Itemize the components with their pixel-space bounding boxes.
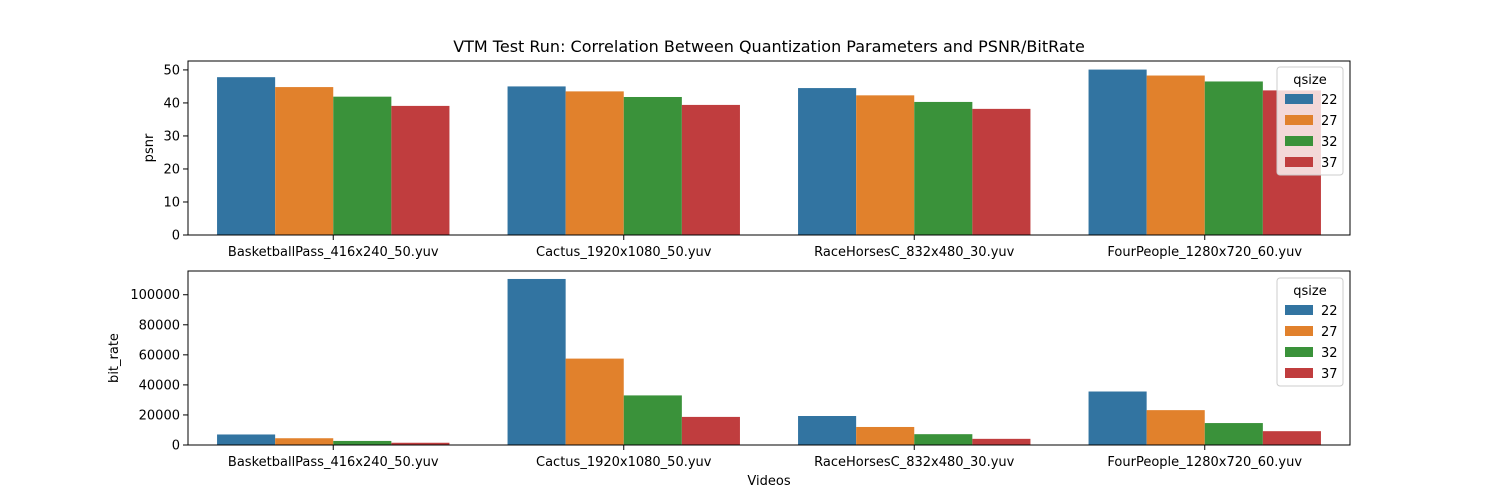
y-tick-label: 40000 [139, 378, 180, 393]
bar-qsize-37-3 [972, 108, 1031, 235]
y-tick-label: 0 [172, 439, 180, 454]
y-tick-label: 20 [163, 162, 180, 177]
y-tick-label: 20000 [139, 408, 180, 423]
plot-frame [187, 60, 1351, 236]
legend-label-22: 22 [1321, 93, 1338, 108]
psnr-chart: 0 10 20 30 40 50 BasketballPass_416x240_50.yuv… [142, 60, 1351, 260]
legend-title: qsize [1293, 73, 1326, 88]
y-tick-label: 60000 [139, 348, 180, 363]
bar-qsize-37-2 [681, 416, 740, 445]
legend-label-37: 37 [1321, 156, 1338, 171]
bar-qsize-22-3 [798, 88, 857, 235]
legend: qsize 22 27 32 37 [1276, 277, 1344, 387]
bar-qsize-22-2 [507, 278, 566, 445]
x-tick-label: FourPeople_1280x720_60.yuv [1107, 455, 1302, 470]
y-tick-label: 100000 [130, 288, 180, 303]
y-tick-label: 40 [163, 96, 180, 111]
bar-qsize-27-4 [1146, 410, 1205, 445]
y-tick-label: 30 [163, 129, 180, 144]
x-tick-label: Cactus_1920x1080_50.yuv [536, 245, 712, 260]
bar-qsize-27-1 [275, 87, 334, 235]
x-tick-label: RaceHorsesC_832x480_30.yuv [814, 455, 1014, 470]
x-tick-label: FourPeople_1280x720_60.yuv [1107, 245, 1302, 260]
legend-label-27: 27 [1321, 114, 1338, 129]
y-axis-label: psnr [142, 133, 157, 162]
bar-qsize-37-2 [681, 104, 740, 235]
bar-qsize-32-1 [333, 96, 392, 235]
bar-qsize-27-3 [856, 426, 915, 445]
bar-qsize-22-4 [1088, 391, 1147, 445]
bar-qsize-32-2 [623, 96, 682, 236]
bar-qsize-37-3 [972, 438, 1031, 445]
bar-qsize-32-2 [623, 395, 682, 445]
bar-qsize-32-4 [1204, 81, 1263, 235]
legend-label-22: 22 [1321, 304, 1338, 319]
bar-qsize-22-2 [507, 86, 566, 235]
legend-label-27: 27 [1321, 325, 1338, 340]
legend-label-32: 32 [1321, 346, 1338, 361]
legend-swatch-32 [1285, 347, 1313, 357]
legend-swatch-37 [1285, 157, 1313, 167]
legend-swatch-22 [1285, 305, 1313, 315]
x-tick-label: RaceHorsesC_832x480_30.yuv [814, 245, 1014, 260]
x-tick-label: BasketballPass_416x240_50.yuv [228, 245, 439, 260]
legend-swatch-27 [1285, 326, 1313, 336]
bar-qsize-32-1 [333, 440, 392, 445]
bar-qsize-22-1 [217, 434, 276, 445]
legend-title: qsize [1293, 284, 1326, 299]
bar-qsize-22-4 [1088, 69, 1147, 235]
bar-qsize-22-3 [798, 416, 857, 445]
legend-swatch-22 [1285, 94, 1313, 104]
y-tick-label: 10 [163, 195, 180, 210]
bar-qsize-37-1 [391, 442, 450, 445]
bar-qsize-27-2 [565, 91, 624, 235]
legend-swatch-32 [1285, 136, 1313, 146]
chart-title: VTM Test Run: Correlation Between Quanti… [453, 37, 1085, 56]
x-tick-label: BasketballPass_416x240_50.yuv [228, 455, 439, 470]
bar-qsize-32-3 [914, 434, 973, 445]
legend-swatch-37 [1285, 368, 1313, 378]
bar-qsize-37-1 [391, 105, 450, 236]
bitrate-chart: 0 20000 40000 60000 80000 100000 BasketballPas… [107, 270, 1351, 489]
x-tick-label: Cactus_1920x1080_50.yuv [536, 455, 712, 470]
bar-qsize-37-4 [1262, 431, 1321, 445]
bar-qsize-32-3 [914, 101, 973, 235]
bar-qsize-27-4 [1146, 75, 1205, 235]
bar-qsize-32-4 [1204, 423, 1263, 445]
bar-qsize-27-2 [565, 358, 624, 445]
y-tick-label: 0 [172, 229, 180, 244]
legend: qsize 22 27 32 37 [1276, 66, 1344, 176]
plot-frame [187, 270, 1351, 446]
legend-label-37: 37 [1321, 367, 1338, 382]
x-axis-label: Videos [747, 474, 790, 489]
legend-label-32: 32 [1321, 135, 1338, 150]
bar-qsize-27-1 [275, 438, 334, 445]
legend-swatch-27 [1285, 115, 1313, 125]
y-tick-label: 50 [163, 63, 180, 78]
bar-qsize-22-1 [217, 77, 276, 236]
y-axis-label: bit_rate [107, 333, 122, 383]
bar-qsize-27-3 [856, 95, 915, 235]
y-tick-label: 80000 [139, 318, 180, 333]
